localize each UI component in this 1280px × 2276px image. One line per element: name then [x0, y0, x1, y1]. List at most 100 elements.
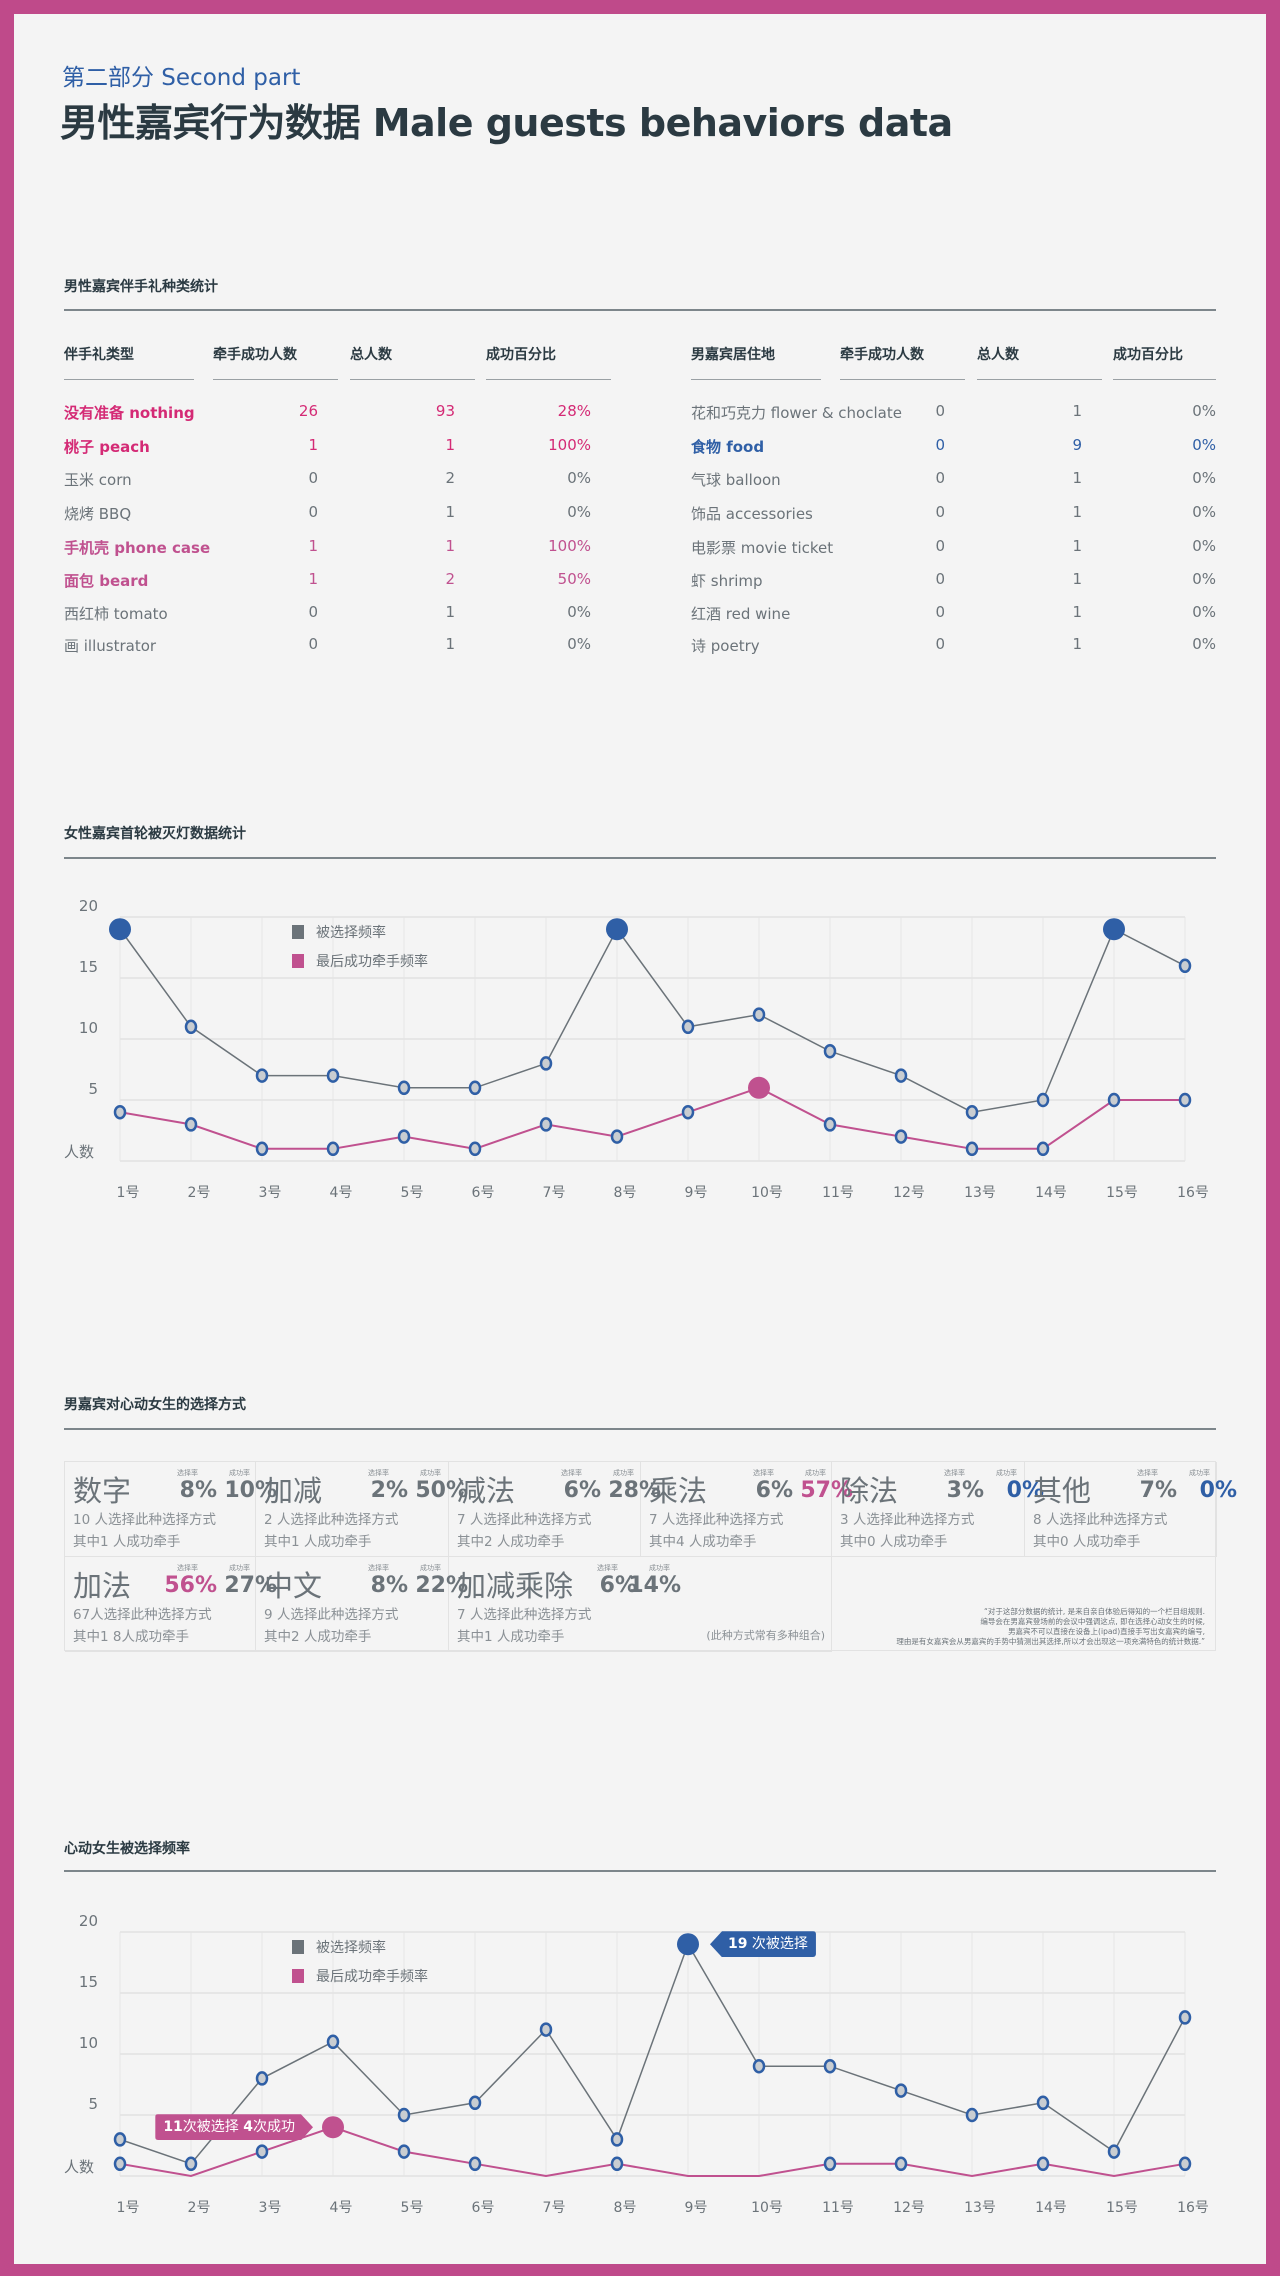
- select-rate-label: 选择率: [944, 1469, 965, 1477]
- y-axis-label: 人数: [64, 2158, 94, 2176]
- data-point: [894, 1068, 908, 1083]
- success-rate: 10%: [224, 1478, 277, 1503]
- highlight-point: [677, 1933, 699, 1956]
- y-tick-label: 20: [79, 897, 98, 915]
- success-rate-label: 成功率: [1189, 1469, 1210, 1477]
- x-tick-label: 13号: [964, 1185, 996, 1201]
- table-row: 红酒 red wine 0 1 0%: [0, 603, 1280, 625]
- x-tick-label: 8号: [614, 2200, 637, 2216]
- x-tick-label: 10号: [751, 2200, 783, 2216]
- x-tick-label: 1号: [117, 1185, 140, 1201]
- success-rate: 22%: [415, 1573, 468, 1598]
- x-tick-label: 16号: [1177, 2200, 1209, 2216]
- success-rate-label: 成功率: [613, 1469, 634, 1477]
- select-rate-label: 选择率: [597, 1564, 618, 1572]
- success-rate-label: 成功率: [229, 1564, 250, 1572]
- divider: [64, 309, 1216, 311]
- row-label: 西红柿 tomato: [64, 605, 168, 623]
- callout-label: 19 次被选择: [710, 1931, 816, 1958]
- row-label: 桃子 peach: [64, 438, 150, 456]
- legend-item-success: 最后成功牵手频率: [292, 951, 428, 971]
- success-rate-label: 成功率: [649, 1564, 670, 1572]
- chart1-section-title: 女性嘉宾首轮被灭灯数据统计: [64, 826, 246, 842]
- data-point: [1107, 1092, 1121, 1108]
- data-point: [326, 1141, 340, 1157]
- data-point: [113, 2132, 127, 2147]
- method-success-count: 其中2 人成功牵手: [457, 1534, 565, 1550]
- legend-item-selected: 被选择频率: [292, 922, 386, 942]
- table-row: 画 illustrator 0 1 0%: [0, 635, 1280, 657]
- row-value: 0: [935, 402, 945, 420]
- select-rate: 6%: [599, 1573, 637, 1598]
- y-tick-label: 20: [79, 1912, 98, 1930]
- method-card: 其他 选择率 成功率 7% 0% 8 人选择此种选择方式 其中0 人成功牵手: [1025, 1462, 1237, 1557]
- row-value: 0%: [567, 635, 591, 653]
- row-value: 0%: [1192, 469, 1216, 487]
- select-rate: 3%: [946, 1478, 984, 1503]
- methods-note: “对于这部分数据的统计, 是来自亲自体验后得知的一个栏目组规则. 编导会在男嘉宾…: [896, 1607, 1205, 1647]
- data-point: [610, 1129, 624, 1144]
- row-value: 0: [935, 469, 945, 487]
- row-value: 26: [298, 402, 318, 420]
- y-tick-label: 10: [79, 1019, 98, 1037]
- table-row: 手机壳 phone case 1 1 100%: [0, 537, 1280, 559]
- row-value: 0: [935, 570, 945, 588]
- data-point: [326, 2034, 340, 2050]
- row-value: 0%: [1192, 603, 1216, 621]
- row-value: 1: [445, 635, 455, 653]
- select-rate: 56%: [164, 1573, 217, 1598]
- row-value: 0: [935, 635, 945, 653]
- note-line: 男嘉宾不可以直接在设备上(ipad)直接手写出女嘉宾的编号,: [1008, 1627, 1205, 1636]
- method-success-count: 其中1 人成功牵手: [73, 1534, 181, 1550]
- method-card: 乘法 选择率 成功率 6% 57% 7 人选择此种选择方式 其中4 人成功牵手: [641, 1462, 853, 1557]
- data-point: [1178, 958, 1192, 974]
- row-value: 0: [935, 503, 945, 521]
- row-value: 100%: [548, 436, 591, 454]
- column-header: 总人数: [977, 347, 1019, 363]
- row-value: 0%: [1192, 503, 1216, 521]
- column-header: 成功百分比: [1113, 347, 1183, 363]
- data-point: [397, 1129, 411, 1144]
- method-success-count: 其中1 8人成功牵手: [73, 1629, 189, 1645]
- x-tick-label: 15号: [1106, 2200, 1138, 2216]
- combo-note: (此种方式常有多种组合): [706, 1629, 825, 1642]
- success-rate-label: 成功率: [805, 1469, 826, 1477]
- row-value: 1: [1072, 635, 1082, 653]
- legend-swatch: [292, 1969, 304, 1983]
- data-point: [965, 1141, 979, 1157]
- success-rate: 28%: [608, 1478, 661, 1503]
- data-point: [894, 2083, 908, 2098]
- success-rate: 57%: [800, 1478, 853, 1503]
- legend-label: 最后成功牵手频率: [316, 1969, 428, 1985]
- row-value: 9: [1072, 436, 1082, 454]
- callout-text: 次被选择: [182, 2119, 244, 2136]
- success-rate-label: 成功率: [420, 1564, 441, 1572]
- method-card: 加减乘除 选择率 成功率 6% 14% 7 人选择此种选择方式 其中1 人成功牵手 (此种方式…: [449, 1557, 832, 1652]
- data-point: [965, 1104, 979, 1120]
- row-label: 虾 shrimp: [691, 572, 763, 590]
- x-tick-label: 7号: [543, 1185, 566, 1201]
- y-tick-label: 5: [88, 2095, 98, 2113]
- x-tick-label: 14号: [1035, 1185, 1067, 1201]
- note-line: 编导会在男嘉宾登场前的会议中强调这点, 即在选择心动女生的时候,: [980, 1617, 1205, 1626]
- row-value: 1: [445, 436, 455, 454]
- method-name: 数字: [73, 1474, 132, 1508]
- highlight-point: [109, 918, 131, 941]
- success-rate: 14%: [628, 1573, 681, 1598]
- header-underline: [64, 379, 194, 380]
- note-line: 理由是有女嘉宾会从男嘉宾的手势中猜测出其选择,所以才会出现这一项充满特色的统计数…: [896, 1637, 1205, 1646]
- row-value: 0: [935, 537, 945, 555]
- method-count: 7 人选择此种选择方式: [457, 1607, 592, 1623]
- elimination-chart: 1号 2号 3号 4号 5号 6号 7号 8号 9号 10号 11号 12号 13号 14号 15号 16号 5…: [0, 887, 1280, 1227]
- row-value: 1: [1072, 402, 1082, 420]
- legend-swatch: [292, 925, 304, 939]
- table-row: 饰品 accessories 0 1 0%: [0, 503, 1280, 525]
- method-card: 中文 选择率 成功率 8% 22% 9 人选择此种选择方式 其中2 人成功牵手: [256, 1557, 468, 1652]
- success-rate: 50%: [415, 1478, 468, 1503]
- column-header: 伴手礼类型: [64, 347, 134, 363]
- method-success-count: 其中0 人成功牵手: [840, 1534, 948, 1550]
- data-point: [610, 2132, 624, 2147]
- x-tick-label: 6号: [472, 1185, 495, 1201]
- row-value: 0%: [1192, 635, 1216, 653]
